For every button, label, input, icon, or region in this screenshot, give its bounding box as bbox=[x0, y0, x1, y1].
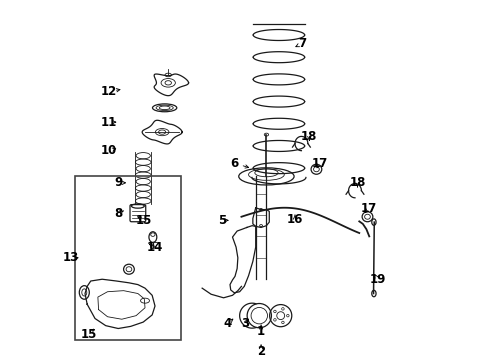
Text: 16: 16 bbox=[287, 213, 303, 226]
Text: 9: 9 bbox=[114, 176, 122, 189]
Text: 17: 17 bbox=[361, 202, 377, 215]
Text: 14: 14 bbox=[147, 241, 163, 254]
Text: 19: 19 bbox=[369, 274, 386, 287]
Text: 15: 15 bbox=[136, 214, 152, 227]
Text: 12: 12 bbox=[100, 85, 117, 98]
Text: 5: 5 bbox=[218, 214, 226, 227]
Text: 2: 2 bbox=[257, 345, 265, 358]
Text: 18: 18 bbox=[349, 176, 366, 189]
Text: 4: 4 bbox=[223, 318, 231, 330]
Text: 1: 1 bbox=[257, 324, 265, 338]
Text: 3: 3 bbox=[241, 318, 249, 330]
Text: 10: 10 bbox=[100, 144, 117, 157]
Text: 6: 6 bbox=[230, 157, 239, 170]
Text: 7: 7 bbox=[298, 37, 306, 50]
Text: 18: 18 bbox=[301, 130, 318, 143]
Text: 11: 11 bbox=[100, 116, 117, 129]
Text: 17: 17 bbox=[312, 157, 328, 170]
Text: 8: 8 bbox=[114, 207, 122, 220]
Text: 13: 13 bbox=[63, 251, 79, 264]
Text: 15: 15 bbox=[80, 328, 97, 341]
